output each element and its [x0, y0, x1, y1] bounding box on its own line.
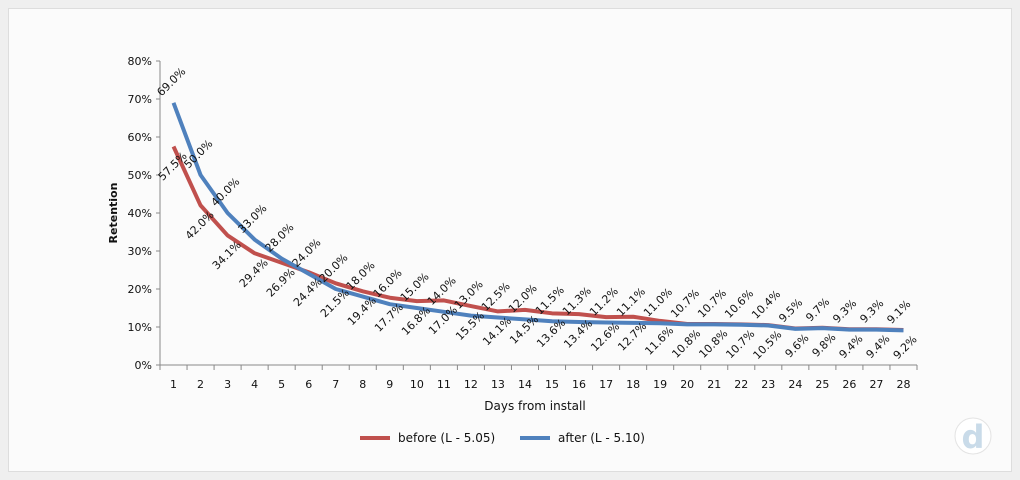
x-tick-label: 1	[170, 378, 177, 391]
axes: 0%10%20%30%40%50%60%70%80%1 2 3 4 5 6 7 8 9 10 11 1…	[128, 55, 918, 391]
data-label-after: 9.1%	[884, 298, 913, 327]
data-label-after: 33.0%	[236, 202, 270, 236]
data-label-after: 10.7%	[668, 287, 702, 321]
data-label-before: 10.7%	[723, 327, 757, 361]
y-tick-label: 70%	[128, 93, 152, 106]
x-tick-label: 12	[464, 378, 478, 391]
logo-letter: d	[962, 418, 985, 456]
data-label-after: 9.5%	[776, 296, 805, 325]
data-label-after: 18.0%	[344, 259, 378, 293]
x-tick-label: 9	[386, 378, 393, 391]
data-label-before: 29.4%	[237, 256, 271, 290]
chart-card	[8, 8, 1012, 472]
data-label-before: 10.5%	[751, 328, 785, 362]
data-label-before: 9.2%	[891, 333, 920, 362]
legend-label-after: after (L - 5.10)	[558, 431, 645, 445]
x-tick-label: 15	[545, 378, 559, 391]
x-tick-label: 28	[896, 378, 910, 391]
data-label-before: 9.8%	[810, 331, 839, 360]
y-tick-label: 0%	[135, 359, 152, 372]
data-label-after: 9.7%	[803, 295, 832, 324]
data-label-after: 11.2%	[587, 285, 621, 319]
data-label-before: 9.4%	[864, 332, 893, 361]
legend-label-before: before (L - 5.05)	[398, 431, 495, 445]
x-tick-label: 20	[680, 378, 694, 391]
data-label-after: 20.0%	[317, 251, 351, 285]
data-label-after: 9.3%	[830, 297, 859, 326]
x-tick-label: 16	[572, 378, 586, 391]
data-label-after: 24.0%	[290, 236, 324, 270]
x-tick-label: 21	[707, 378, 721, 391]
y-axis-label: Retention	[107, 183, 120, 244]
logo-icon: d	[954, 417, 992, 456]
x-tick-label: 8	[359, 378, 366, 391]
x-tick-label: 11	[437, 378, 451, 391]
data-label-before: 10.8%	[696, 327, 730, 361]
x-tick-label: 17	[599, 378, 613, 391]
data-label-before: 21.5%	[318, 286, 352, 320]
x-tick-label: 10	[410, 378, 424, 391]
y-tick-label: 50%	[128, 169, 152, 182]
x-tick-label: 27	[869, 378, 883, 391]
data-label-before: 42.0%	[183, 208, 217, 242]
x-tick-label: 3	[224, 378, 231, 391]
data-label-after: 11.1%	[614, 285, 648, 319]
data-label-after: 10.7%	[695, 287, 729, 321]
y-tick-label: 60%	[128, 131, 152, 144]
x-tick-label: 5	[278, 378, 285, 391]
data-label-after: 9.3%	[857, 297, 886, 326]
x-tick-label: 19	[653, 378, 667, 391]
data-label-after: 10.6%	[722, 287, 756, 321]
series-lines	[171, 102, 904, 333]
series-line-after	[171, 102, 904, 333]
x-tick-label: 25	[815, 378, 829, 391]
data-label-before: 9.4%	[837, 332, 866, 361]
x-tick-label: 23	[761, 378, 775, 391]
x-tick-label: 4	[251, 378, 258, 391]
x-tick-label: 7	[332, 378, 339, 391]
x-tick-label: 6	[305, 378, 312, 391]
y-tick-label: 40%	[128, 207, 152, 220]
y-tick-label: 10%	[128, 321, 152, 334]
y-tick-label: 80%	[128, 55, 152, 68]
x-tick-label: 24	[788, 378, 802, 391]
data-label-before: 26.9%	[264, 266, 298, 300]
x-tick-label: 14	[518, 378, 532, 391]
y-tick-label: 30%	[128, 245, 152, 258]
y-tick-label: 20%	[128, 283, 152, 296]
data-label-before: 34.1%	[210, 238, 244, 272]
x-tick-label: 2	[197, 378, 204, 391]
data-label-after: 28.0%	[263, 221, 297, 255]
x-axis-label: Days from install	[484, 399, 585, 413]
x-tick-label: 18	[626, 378, 640, 391]
x-tick-label: 13	[491, 378, 505, 391]
data-label-before: 9.6%	[783, 331, 812, 360]
data-labels: 57.5%42.0%34.1%29.4%26.9%24.4%21.5%19.4%…	[154, 65, 919, 362]
legend: before (L - 5.05) after (L - 5.10)	[360, 431, 645, 445]
x-tick-label: 26	[842, 378, 856, 391]
x-tick-label: 22	[734, 378, 748, 391]
